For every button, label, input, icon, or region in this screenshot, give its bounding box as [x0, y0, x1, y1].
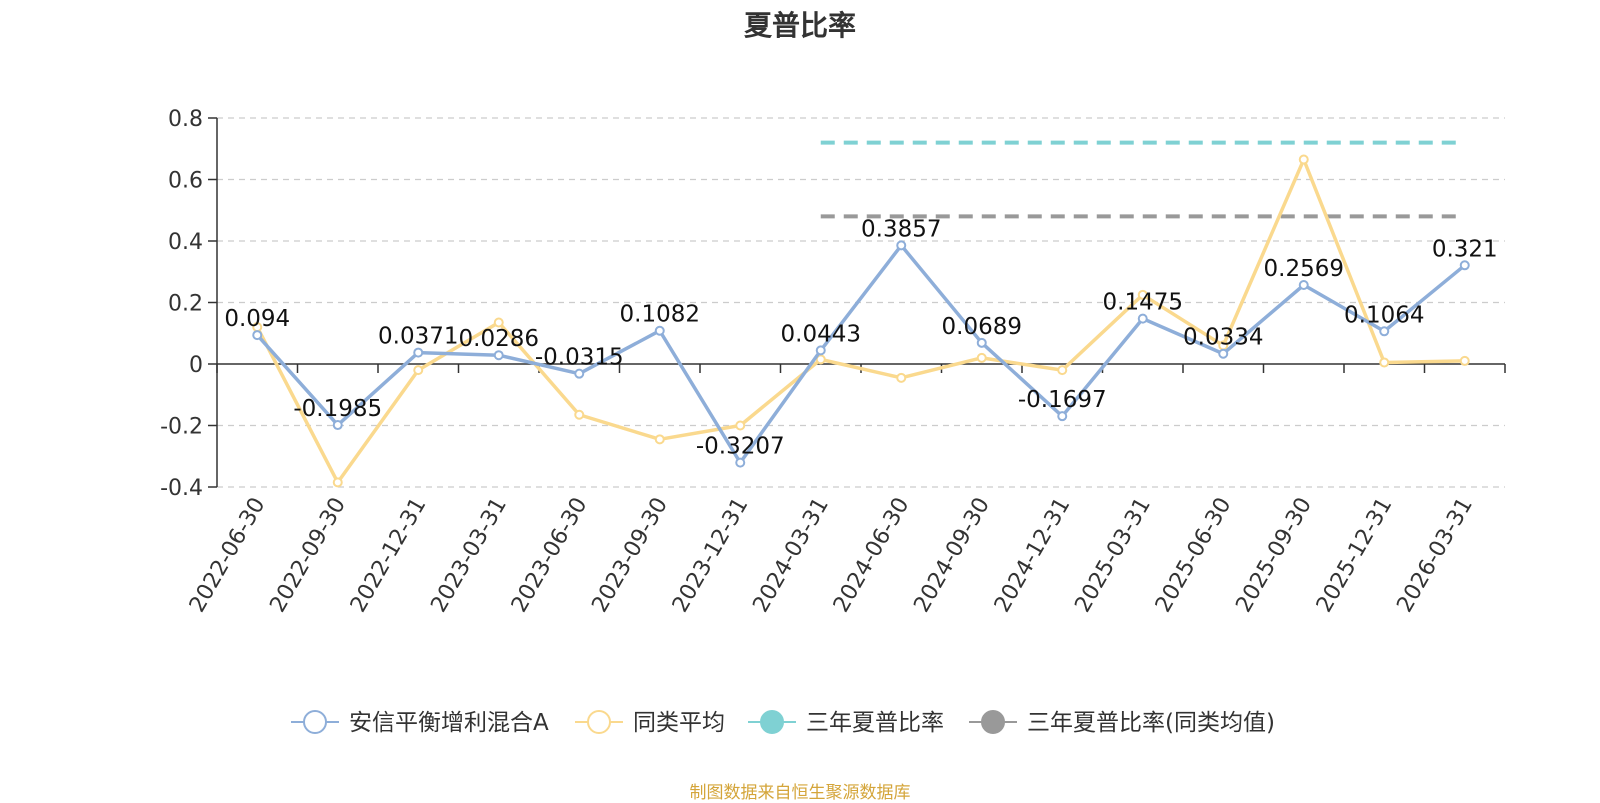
x-tick-label: 2023-09-30	[587, 494, 673, 617]
series-point	[413, 365, 424, 376]
y-tick-label: 0	[189, 353, 203, 378]
x-tick-label: 2025-12-31	[1312, 494, 1398, 617]
x-tick-label: 2023-12-31	[668, 494, 754, 617]
series-point	[1459, 355, 1470, 366]
series-point	[735, 457, 746, 468]
legend-label: 三年夏普比率(同类均值)	[1027, 710, 1275, 736]
series-point	[654, 434, 665, 445]
x-tick-label: 2022-06-30	[185, 494, 271, 617]
series-point	[1459, 260, 1470, 271]
x-tick-label: 2024-09-30	[909, 494, 995, 617]
x-tick-label: 2024-03-31	[748, 494, 834, 617]
series-point	[1137, 289, 1148, 300]
chart-title: 夏普比率	[743, 9, 856, 42]
x-tick-label: 2022-09-30	[265, 494, 351, 617]
data-label: -0.3207	[696, 434, 785, 460]
series-point	[574, 409, 585, 420]
data-label: 0.0689	[942, 314, 1022, 340]
series-point	[976, 352, 987, 363]
data-label: -0.1697	[1018, 387, 1107, 413]
data-label: 0.1475	[1103, 290, 1183, 316]
data-label: -0.1985	[293, 396, 382, 422]
series-point	[815, 354, 826, 365]
data-label: 0.1064	[1344, 302, 1424, 328]
x-tick-label: 2025-09-30	[1231, 494, 1317, 617]
series-point	[1057, 411, 1068, 422]
series-point	[1218, 348, 1229, 359]
legend-marker	[587, 710, 611, 734]
legend-marker	[760, 710, 784, 734]
data-label: -0.0315	[535, 345, 624, 371]
data-label: 0.3857	[861, 216, 941, 242]
legend-marker	[981, 710, 1005, 734]
x-tick-label: 2026-03-31	[1392, 494, 1478, 617]
legend-marker	[303, 710, 327, 734]
series-line	[255, 243, 1466, 465]
x-tick-label: 2023-03-31	[426, 494, 512, 617]
y-tick-label: -0.4	[160, 476, 203, 501]
series-point	[1379, 326, 1390, 337]
y-tick-label: -0.2	[160, 415, 203, 440]
series-point	[574, 368, 585, 379]
series-point	[1298, 154, 1309, 165]
data-label: 0.0443	[781, 321, 861, 347]
x-tick-label: 2024-12-31	[990, 494, 1076, 617]
y-tick-label: 0.8	[168, 107, 203, 132]
series-point	[896, 372, 907, 383]
series-point	[654, 325, 665, 336]
data-label: 0.0286	[459, 326, 539, 352]
series-point	[413, 347, 424, 358]
data-label: 0.2569	[1264, 256, 1344, 282]
data-label: 0.0334	[1183, 325, 1263, 351]
x-tick-label: 2023-06-30	[507, 494, 593, 617]
series-point	[493, 350, 504, 361]
series-point	[815, 345, 826, 356]
source-note: 制图数据来自恒生聚源数据库	[689, 783, 911, 803]
data-label: 0.321	[1432, 236, 1498, 262]
series-point	[976, 337, 987, 348]
legend-label: 三年夏普比率	[806, 710, 944, 736]
series-point	[735, 420, 746, 431]
data-label: 0.0371	[378, 324, 458, 350]
legend-label: 安信平衡增利混合A	[349, 710, 549, 736]
x-tick-label: 2025-03-31	[1070, 494, 1156, 617]
x-tick-label: 2022-12-31	[346, 494, 432, 617]
series-point	[896, 240, 907, 251]
series-point	[332, 477, 343, 488]
x-tick-label: 2024-06-30	[829, 494, 915, 617]
data-label: 0.1082	[620, 302, 700, 328]
y-tick-label: 0.2	[168, 292, 203, 317]
legend-label: 同类平均	[633, 710, 725, 736]
series-point	[1137, 313, 1148, 324]
series-point	[1379, 357, 1390, 368]
series-point	[493, 317, 504, 328]
data-label: 0.094	[224, 306, 290, 332]
series-line	[255, 157, 1465, 485]
series-point	[332, 420, 343, 431]
y-tick-label: 0.6	[168, 169, 203, 194]
x-tick-label: 2025-06-30	[1151, 494, 1237, 617]
series-point	[1057, 365, 1068, 376]
series-point	[1298, 280, 1309, 291]
y-tick-label: 0.4	[168, 230, 203, 255]
series-point	[252, 330, 263, 341]
